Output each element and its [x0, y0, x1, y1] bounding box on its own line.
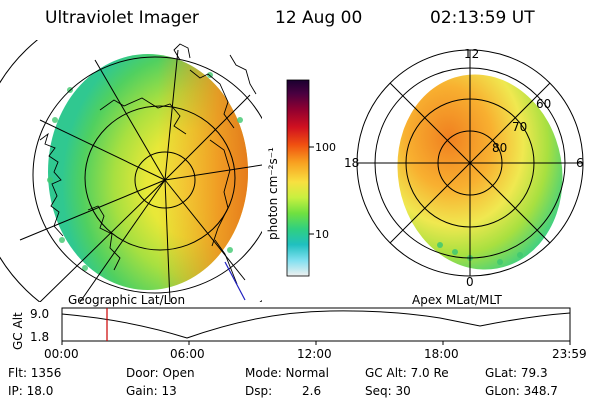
dsp-value: 2.6: [302, 384, 322, 398]
mlt-label-12: 12: [464, 47, 479, 61]
apex-polar-plot: [356, 49, 584, 277]
geographic-longitude: GLon: 348.7: [485, 384, 558, 398]
sequence-number: Seq: 30: [365, 384, 411, 398]
time-tick-1200: 12:00: [297, 347, 332, 361]
flight-number: Flt: 1356: [8, 366, 62, 380]
mlt-label-0: 0: [466, 275, 474, 289]
mlat-label-80: 80: [492, 141, 507, 155]
date-label: 12 Aug 00: [275, 8, 363, 28]
altitude-plot: GC Alt 9.0 1.8: [11, 307, 571, 350]
gain-value: Gain: 13: [126, 384, 177, 398]
altitude-ytick-low: 1.8: [30, 330, 49, 344]
app-title: Ultraviolet Imager: [45, 8, 199, 28]
ip-value: IP: 18.0: [8, 384, 54, 398]
apex-panel-label: Apex MLat/MLT: [412, 293, 502, 307]
gc-altitude: GC Alt: 7.0 Re: [365, 366, 449, 380]
time-tick-0600: 06:00: [170, 347, 205, 361]
geographic-image: [0, 40, 262, 302]
colorbar: 100 10 photon cm⁻²s⁻¹: [266, 79, 336, 277]
colorbar-tick-100: 100: [315, 141, 336, 154]
dsp-label: Dsp:: [245, 384, 273, 398]
geographic-latitude: GLat: 79.3: [485, 366, 548, 380]
colorbar-tick-10: 10: [315, 228, 329, 241]
time-tick-0000: 00:00: [44, 347, 79, 361]
colorbar-unit-label: photon cm⁻²s⁻¹: [266, 147, 280, 240]
auroral-oval-right: [397, 74, 563, 270]
mlt-label-6: 6: [576, 156, 584, 170]
mode-value: Mode: Normal: [245, 366, 329, 380]
altitude-ytick-high: 9.0: [30, 307, 49, 321]
time-label: 02:13:59 UT: [430, 8, 535, 28]
geographic-panel-label: Geographic Lat/Lon: [68, 293, 185, 307]
time-tick-2359: 23:59: [552, 347, 587, 361]
mlt-label-18: 18: [344, 156, 359, 170]
altitude-curve: [61, 310, 571, 339]
altitude-ylabel: GC Alt: [11, 312, 25, 350]
time-tick-1800: 18:00: [424, 347, 459, 361]
mlat-label-60: 60: [536, 97, 551, 111]
mlat-label-70: 70: [512, 120, 527, 134]
door-status: Door: Open: [126, 366, 195, 380]
